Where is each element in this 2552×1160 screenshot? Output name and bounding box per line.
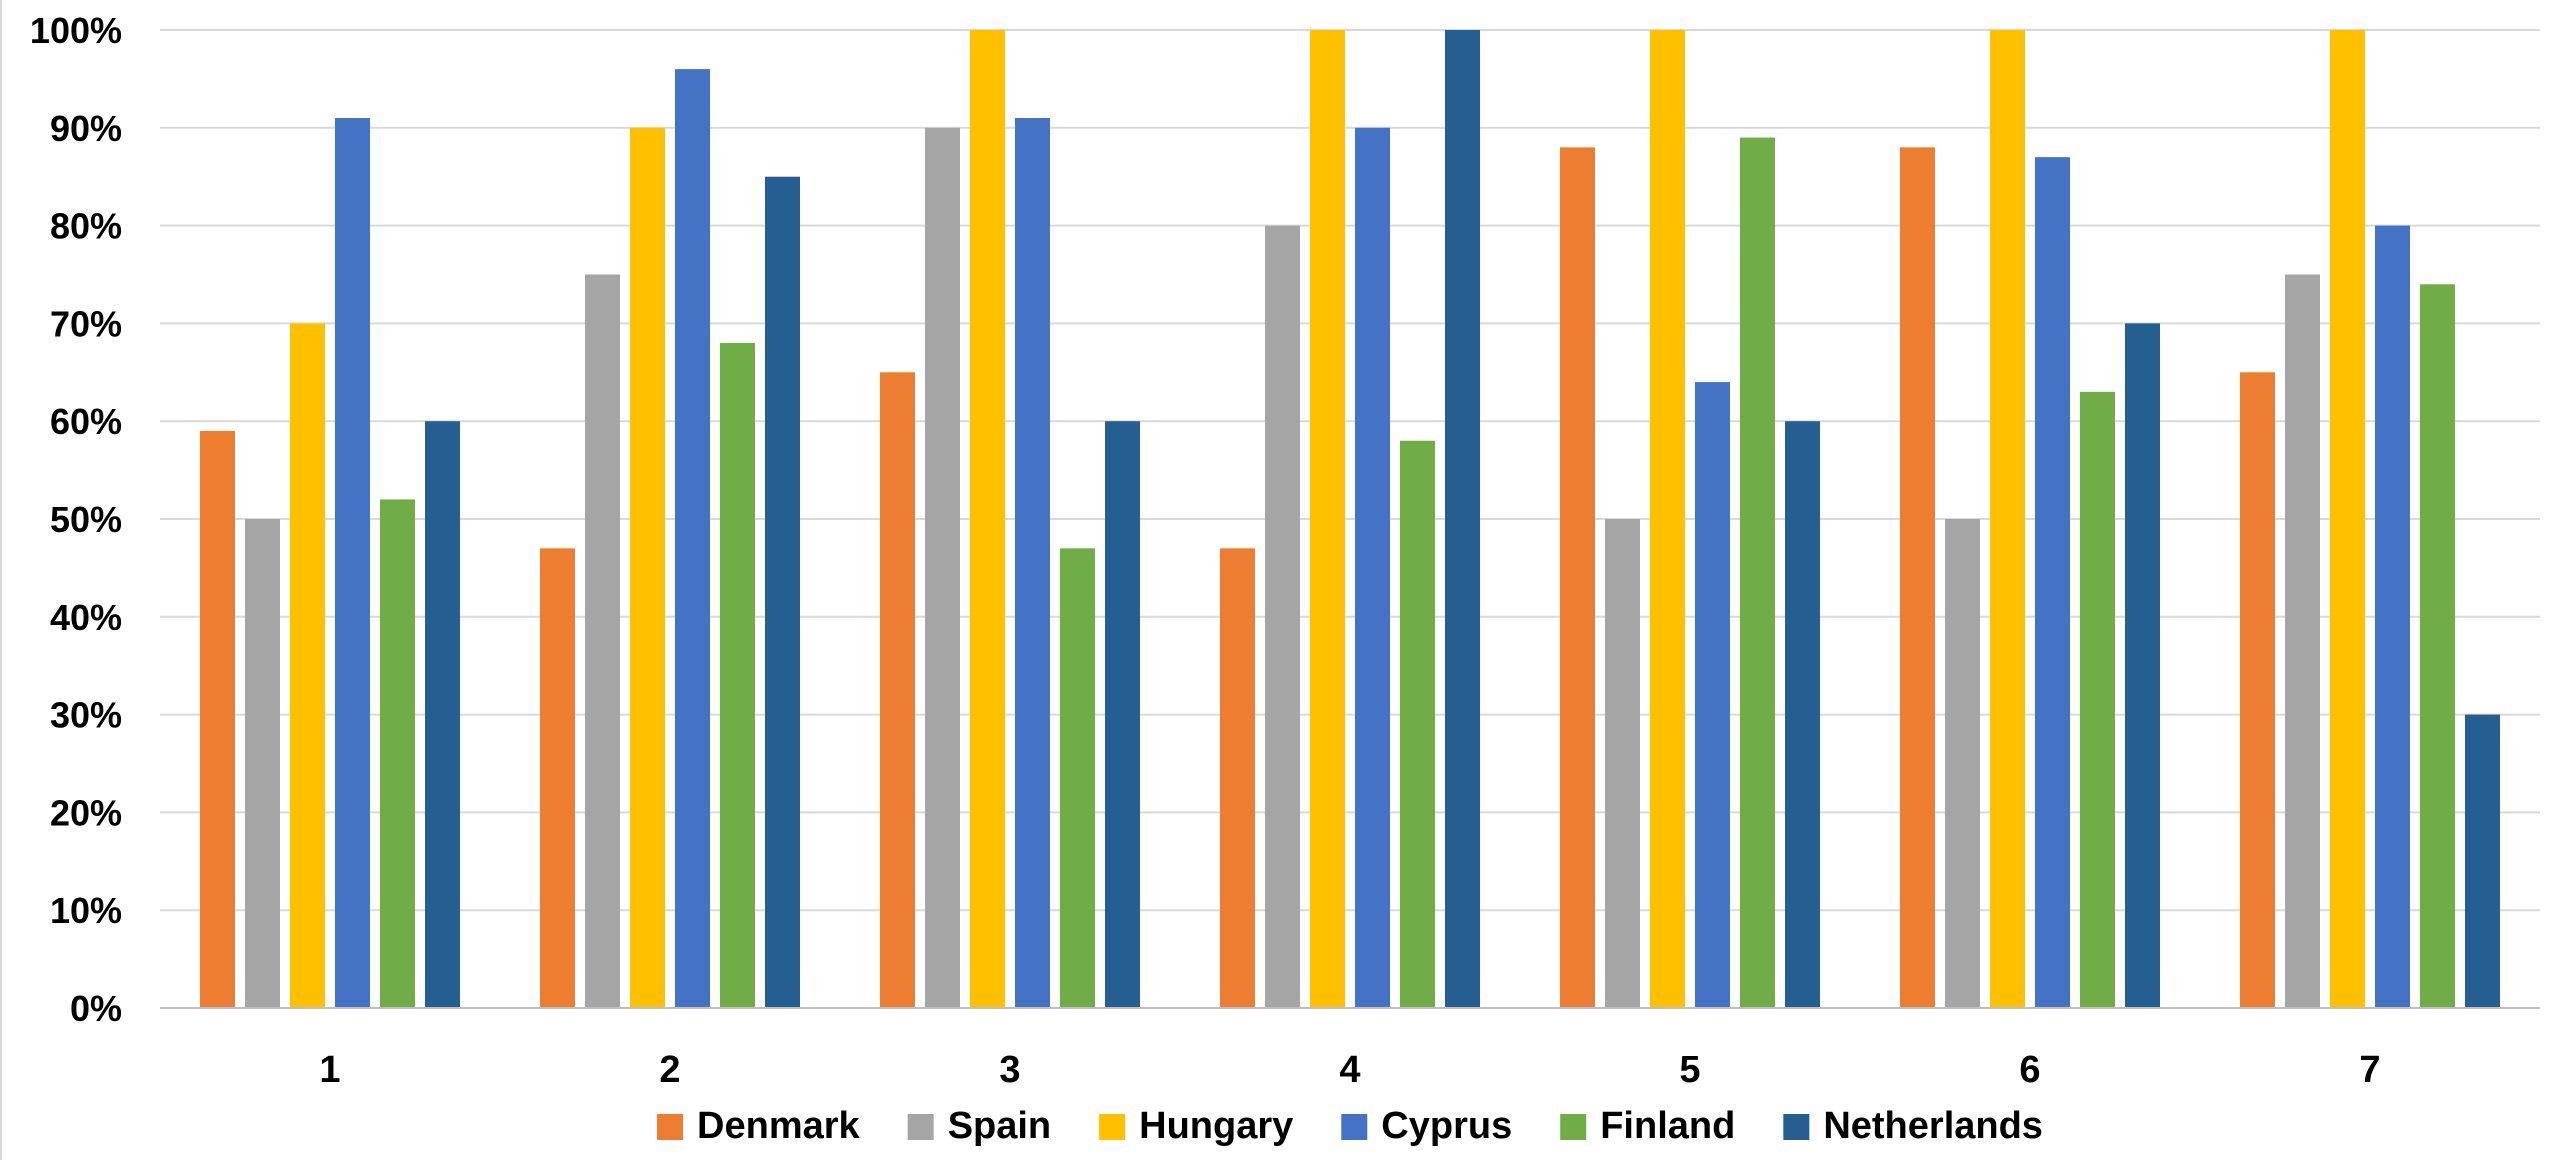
x-tick-label: 4 (1339, 1049, 1360, 1091)
y-tick-label: 50% (50, 499, 122, 540)
legend-item-spain: Spain (907, 1105, 1051, 1147)
bar-denmark-5 (1560, 147, 1595, 1009)
bar-spain-3 (925, 127, 960, 1009)
bar-cyprus-2 (675, 69, 710, 1009)
x-tick-label: 1 (319, 1049, 340, 1091)
bar-spain-1 (245, 519, 280, 1008)
gridlines (160, 29, 2540, 912)
legend-item-finland: Finland (1560, 1105, 1735, 1147)
y-tick-label: 80% (50, 206, 122, 247)
y-tick-label: 30% (50, 695, 122, 736)
bar-finland-4 (1400, 440, 1435, 1008)
x-axis-tick-labels: 1 2 3 4 5 6 7 (319, 1049, 2380, 1091)
bar-denmark-6 (1900, 147, 1935, 1009)
legend-label: Cyprus (1381, 1105, 1512, 1147)
bar-hungary-6 (1990, 30, 2025, 1008)
bar-spain-2 (585, 274, 620, 1008)
y-tick-label: 90% (50, 108, 122, 149)
bar-cyprus-4 (1355, 127, 1390, 1009)
bar-netherlands-3 (1105, 421, 1140, 1008)
bar-spain-7 (2285, 274, 2320, 1008)
bar-cyprus-6 (2035, 157, 2070, 1008)
bar-hungary-3 (970, 30, 1005, 1008)
bar-denmark-7 (2240, 372, 2275, 1008)
x-tick-label: 3 (999, 1049, 1020, 1091)
legend-swatch (1560, 1114, 1587, 1140)
bar-denmark-2 (540, 548, 575, 1008)
bar-netherlands-7 (2465, 714, 2500, 1008)
legend-item-denmark: Denmark (657, 1105, 861, 1147)
legend-swatch (657, 1114, 684, 1140)
bar-netherlands-4 (1445, 30, 1480, 1008)
bar-spain-5 (1605, 519, 1640, 1008)
bar-denmark-3 (880, 372, 915, 1008)
bar-cyprus-7 (2375, 225, 2410, 1009)
legend-label: Hungary (1139, 1105, 1293, 1147)
bar-finland-3 (1060, 548, 1095, 1008)
y-tick-label: 60% (50, 401, 122, 442)
legend-label: Spain (948, 1105, 1051, 1147)
legend-swatch (907, 1114, 934, 1140)
legend-label: Netherlands (1823, 1105, 2043, 1147)
bar-netherlands-6 (2125, 323, 2160, 1008)
bar-hungary-5 (1650, 30, 1685, 1008)
y-tick-label: 70% (50, 303, 122, 344)
y-axis-tick-labels: 0% 10% 20% 30% 40% 50% 60% 70% 80% 90% 100% (30, 10, 122, 1029)
bar-hungary-1 (290, 323, 325, 1008)
bar-hungary-7 (2330, 30, 2365, 1008)
legend-label: Denmark (697, 1105, 860, 1147)
bar-denmark-4 (1220, 548, 1255, 1008)
legend-swatch (1783, 1114, 1810, 1140)
bar-finland-2 (720, 342, 755, 1009)
bar-finland-5 (1740, 137, 1775, 1008)
bar-hungary-2 (630, 127, 665, 1009)
bar-cyprus-5 (1695, 382, 1730, 1009)
legend-swatch (1341, 1114, 1368, 1140)
y-tick-label: 0% (70, 988, 122, 1029)
bar-spain-6 (1945, 519, 1980, 1008)
bar-netherlands-1 (425, 421, 460, 1008)
y-tick-label: 40% (50, 597, 122, 638)
bar-finland-6 (2080, 391, 2115, 1008)
legend-item-cyprus: Cyprus (1341, 1105, 1512, 1147)
bars (200, 30, 2500, 1009)
x-tick-label: 7 (2359, 1049, 2380, 1091)
bar-cyprus-3 (1015, 118, 1050, 1008)
bar-spain-4 (1265, 225, 1300, 1009)
bar-finland-7 (2420, 284, 2455, 1008)
x-tick-label: 6 (2019, 1049, 2040, 1091)
legend-label: Finland (1600, 1105, 1735, 1147)
legend: Denmark Spain Hungary Cyprus Finland Netherla… (657, 1105, 2043, 1147)
x-tick-label: 5 (1679, 1049, 1700, 1091)
bar-hungary-4 (1310, 30, 1345, 1008)
legend-item-hungary: Hungary (1099, 1105, 1293, 1147)
bar-cyprus-1 (335, 118, 370, 1008)
legend-item-netherlands: Netherlands (1783, 1105, 2043, 1147)
bar-denmark-1 (200, 430, 235, 1009)
y-tick-label: 10% (50, 890, 122, 931)
bar-finland-1 (380, 499, 415, 1008)
x-tick-label: 2 (659, 1049, 680, 1091)
y-tick-label: 100% (30, 10, 122, 51)
bar-netherlands-2 (765, 176, 800, 1008)
legend-swatch (1099, 1114, 1126, 1140)
y-tick-label: 20% (50, 792, 122, 833)
bar-netherlands-5 (1785, 421, 1820, 1008)
